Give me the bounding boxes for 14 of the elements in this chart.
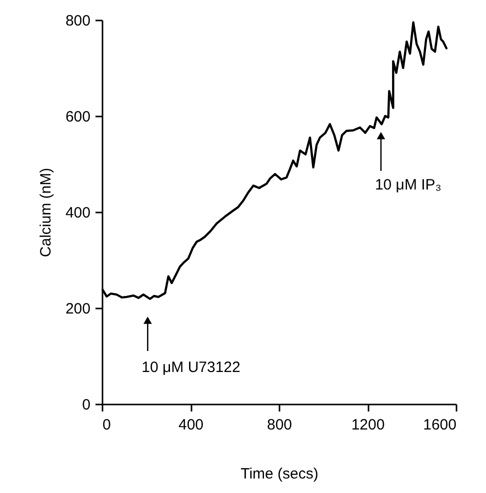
y-tick-label: 200 — [65, 300, 90, 318]
y-tick-label: 800 — [65, 12, 90, 30]
annotation: 10 μM IP₃ — [374, 176, 442, 194]
x-axis-title: Time (secs) — [240, 466, 318, 482]
y-tick-label: 400 — [65, 204, 90, 222]
x-tick-label: 0 — [102, 416, 111, 434]
x-tick-label: 1200 — [351, 416, 385, 434]
y-tick-label: 600 — [65, 108, 90, 126]
annotation: 10 μM U73122 — [142, 358, 240, 376]
x-tick-label: 400 — [178, 416, 204, 434]
x-tick-label: 1600 — [423, 416, 456, 434]
y-axis-title: Calcium (nM) — [37, 168, 54, 258]
x-tick-label: 800 — [266, 416, 292, 434]
y-tick-label: 0 — [82, 396, 90, 414]
